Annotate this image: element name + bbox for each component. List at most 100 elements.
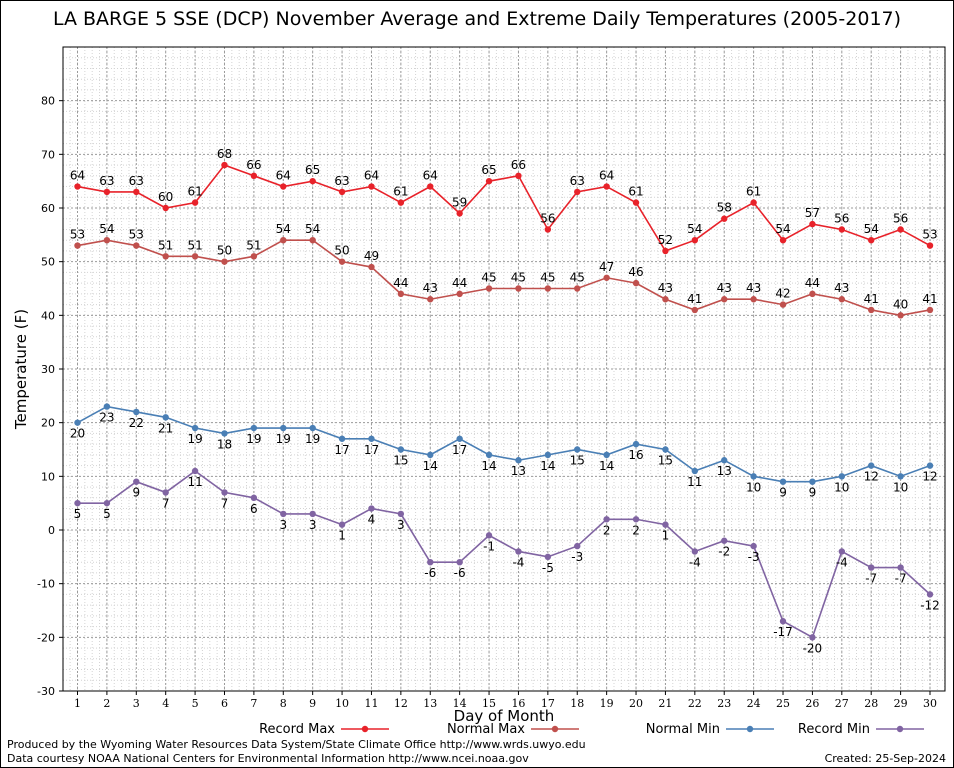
record-max-data-label: 64 [599,169,614,183]
record-min-point [162,489,169,496]
record-min-data-label: -20 [803,641,823,655]
record-max-data-label: 57 [805,206,820,220]
normal-min-data-label: 9 [779,486,787,500]
normal-max-data-label: 45 [511,271,526,285]
normal-max-point [338,258,346,265]
normal-min-point [632,440,640,448]
normal-min-data-label: 10 [893,480,908,494]
normal-max-point [897,312,904,319]
x-tick-label: 7 [250,697,257,710]
normal-min-data-label: 15 [393,454,408,468]
x-tick-label: 26 [805,697,819,710]
normal-min-point [427,451,434,459]
record-min-point [574,542,581,550]
record-max-point [250,172,258,179]
normal-min-point [603,451,610,459]
x-tick-label: 3 [133,697,140,710]
record-max-point [427,183,434,190]
record-max-data-label: 61 [746,185,761,199]
normal-min-point [868,462,875,469]
x-tick-label: 20 [629,697,643,710]
record-min-data-label: -4 [689,555,701,569]
normal-min-data-label: 19 [187,432,202,446]
y-tick-label: 30 [41,363,55,376]
normal-max-data-label: 51 [187,238,202,252]
normal-max-legend-marker [551,725,559,733]
record-max-data-label: 59 [452,195,467,209]
record-max-data-label: 63 [129,174,144,188]
record-max-point [515,172,522,179]
record-min-data-label: 9 [132,486,140,500]
record-max-data-label: 61 [393,185,408,199]
normal-min-data-label: 19 [276,432,291,446]
normal-max-data-label: 45 [481,271,496,285]
normal-max-point [632,279,640,287]
normal-max-point [191,253,199,260]
x-tick-label: 25 [776,697,790,710]
y-tick-label: 40 [41,309,55,322]
normal-max-point [926,306,934,314]
normal-min-point [544,451,552,459]
record-min-point [309,510,316,518]
normal-max-data-label: 47 [599,260,614,274]
normal-max-point [103,237,111,244]
record-min-point [868,564,875,571]
normal-min-point [809,478,816,485]
normal-max-point [368,263,375,271]
plot-area [62,46,946,692]
normal-min-point [662,446,669,453]
x-tick-label: 29 [894,697,908,710]
normal-max-data-label: 41 [922,292,937,306]
record-max-data-label: 64 [423,169,438,183]
record-max-legend-marker [361,725,369,733]
normal-max-data-label: 45 [570,271,585,285]
normal-max-data-label: 46 [628,265,643,279]
normal-max-data-label: 41 [687,292,702,306]
normal-max-legend-label: Normal Max [447,722,525,737]
record-min-point [838,548,846,555]
record-min-point [662,521,669,528]
x-tick-label: 23 [717,697,731,710]
normal-max-data-label: 43 [423,281,438,295]
normal-max-point [868,306,875,314]
record-max-data-label: 64 [276,169,291,183]
chart-title: LA BARGE 5 SSE (DCP) November Average an… [52,8,902,30]
normal-max-data-label: 43 [746,281,761,295]
normal-min-data-label: 20 [70,427,85,441]
y-tick-label: 50 [41,256,55,269]
normal-min-point [926,462,934,469]
record-max-point [838,226,846,233]
normal-min-point [397,446,405,453]
record-max-data-label: 54 [775,222,790,236]
normal-max-data-label: 44 [805,276,820,290]
produced-by-credit: Produced by the Wyoming Water Resources … [7,738,586,751]
normal-min-point [103,403,111,410]
normal-min-data-label: 13 [511,464,526,478]
normal-max-line [77,239,931,317]
normal-min-data-label: 10 [834,480,849,494]
record-max-point [221,161,228,169]
x-tick-label: 22 [688,697,702,710]
record-min-data-label: 6 [250,502,258,516]
record-max-data-label: 66 [511,158,526,172]
normal-max-data-label: 54 [305,222,320,236]
record-max-data-label: 63 [570,174,585,188]
normal-min-data-label: 14 [540,459,555,473]
record-max-point [338,188,346,196]
record-min-legend-label: Record Min [798,722,870,737]
record-min-point [397,510,405,518]
record-min-point [456,559,463,566]
normal-max-point [691,306,699,314]
record-max-point [779,237,787,244]
record-max-point [721,215,728,222]
normal-min-data-label: 15 [570,454,585,468]
record-min-point [779,618,787,625]
record-min-point [515,548,522,555]
record-min-data-label: -12 [920,598,940,612]
normal-max-point [779,301,787,308]
record-max-data-label: 60 [158,190,173,204]
y-axis-label: Temperature (F) [12,309,30,430]
y-tick-label: 20 [41,417,55,430]
record-min-point [191,467,199,475]
y-tick-label: 80 [41,95,55,108]
